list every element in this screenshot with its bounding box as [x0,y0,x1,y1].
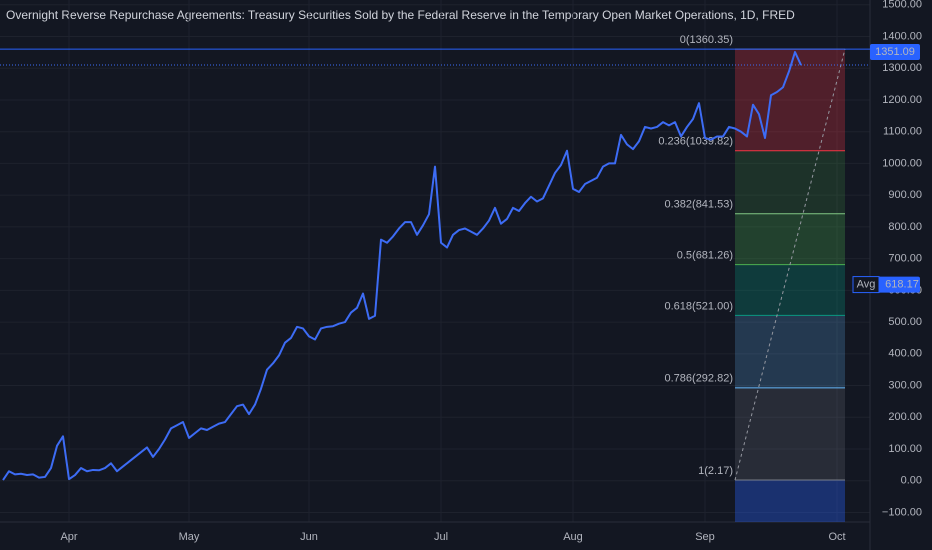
y-tick-label: 700.00 [888,253,922,265]
series-line [2,51,802,481]
x-tick-label: Jun [300,531,318,543]
y-tick-label: 1200.00 [882,94,922,106]
y-tick-label: 1500.00 [882,0,922,11]
avg-name-tag [852,276,880,294]
y-tick-label: −100.00 [882,506,922,518]
avg-tag [870,276,920,293]
fib-band [735,150,845,214]
fib-band [735,387,845,481]
fib-label: 0.236(1039.82) [658,136,733,148]
x-tick-label: Aug [563,531,583,543]
fib-band [735,213,845,265]
fib-label: 0(1360.35) [680,34,733,46]
x-tick-label: Oct [828,531,845,543]
fib-label: 0.618(521.00) [665,300,734,312]
price-tag-label: 1351.09 [875,46,915,58]
x-tick-label: Jul [434,531,448,543]
y-tick-label: 0.00 [901,475,922,487]
fib-label: 0.786(292.82) [665,373,734,385]
y-tick-label: 900.00 [888,189,922,201]
y-tick-label: 500.00 [888,316,922,328]
price-tag [870,44,920,61]
y-tick-label: 200.00 [888,411,922,423]
x-tick-label: May [179,531,200,543]
y-tick-label: 1300.00 [882,62,922,74]
y-tick-label: 300.00 [888,379,922,391]
fib-band [735,264,845,316]
fib-label: 1(2.17) [698,465,733,477]
y-tick-label: 100.00 [888,443,922,455]
y-tick-label: 1400.00 [882,30,922,42]
fib-label: 0.382(841.53) [665,199,734,211]
fib-band [735,480,845,522]
avg-name: Avg [857,278,876,290]
y-tick-label: 400.00 [888,348,922,360]
y-tick-label: 800.00 [888,221,922,233]
fib-band [735,315,845,388]
x-tick-label: Sep [695,531,715,543]
avg-value: 618.17 [885,278,919,290]
fib-trend [734,48,846,481]
y-tick-label: 1100.00 [883,126,922,138]
chart-title: Overnight Reverse Repurchase Agreements:… [6,8,795,22]
y-tick-label: 1000.00 [882,157,922,169]
fib-band [735,49,845,151]
fib-label: 0.5(681.26) [677,249,733,261]
x-tick-label: Apr [60,531,77,543]
